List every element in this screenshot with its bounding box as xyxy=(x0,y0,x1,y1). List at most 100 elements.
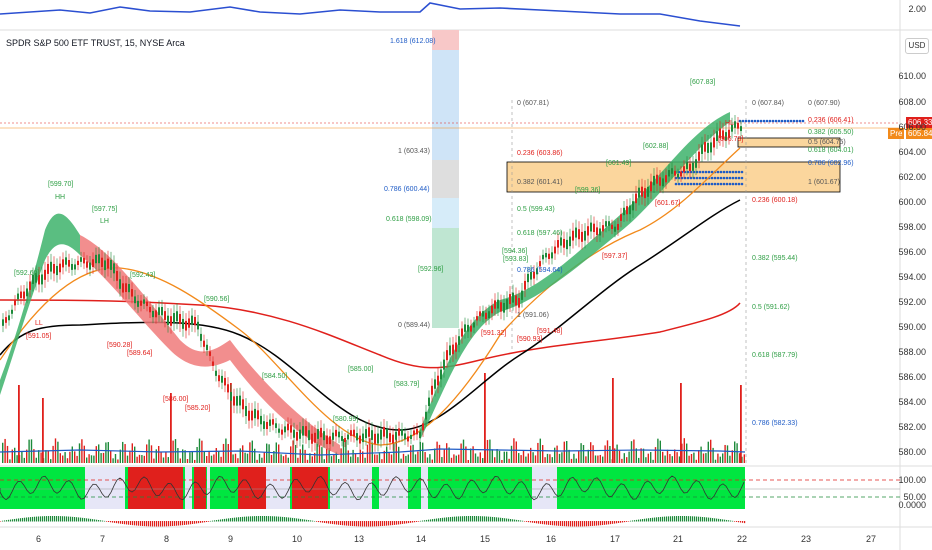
osc-histogram-bar xyxy=(322,521,324,523)
volume-bar xyxy=(273,451,275,463)
volume-ma-line xyxy=(0,448,746,456)
candle-body xyxy=(83,257,85,264)
price-axis-label: 590.00 xyxy=(898,322,926,332)
osc-histogram-bar xyxy=(368,521,370,527)
volume-bar xyxy=(81,439,83,463)
volume-bar xyxy=(323,459,325,463)
fib-label: 0 (589.44) xyxy=(398,322,430,329)
osc-histogram-bar xyxy=(378,521,380,527)
osc-histogram-bar xyxy=(634,520,636,522)
fib-dot xyxy=(771,119,775,123)
volume-bar xyxy=(446,443,448,463)
volume-bar xyxy=(453,454,455,463)
osc-histogram-bar xyxy=(448,517,450,522)
volume-bar xyxy=(158,445,160,463)
osc-histogram-bar xyxy=(32,516,34,522)
candle-body xyxy=(728,129,730,138)
volume-bar xyxy=(71,446,73,463)
volume-bar xyxy=(95,446,97,463)
osc-zone-green xyxy=(210,467,235,509)
osc-histogram-bar xyxy=(180,521,182,526)
osc-histogram-bar xyxy=(372,521,374,527)
top-pane xyxy=(0,0,900,30)
fib-dot xyxy=(725,176,729,180)
volume-bar xyxy=(40,452,42,463)
candle-body xyxy=(119,279,121,289)
osc-histogram-bar xyxy=(724,519,726,522)
candle-body xyxy=(503,302,505,313)
candle-body xyxy=(239,395,241,406)
candle-body xyxy=(578,229,580,240)
volume-bar xyxy=(458,454,460,463)
osc-histogram-bar xyxy=(528,521,530,523)
osc-zone-green xyxy=(408,467,421,509)
osc-histogram-bar xyxy=(108,521,110,522)
volume-bar xyxy=(623,453,625,463)
osc-histogram-bar xyxy=(424,520,426,522)
fib-dot xyxy=(731,182,735,186)
osc-histogram-bar xyxy=(24,517,26,522)
osc-histogram-bar xyxy=(350,521,352,526)
candle-body xyxy=(692,162,694,171)
fib-dot xyxy=(722,176,726,180)
osc-histogram-bar xyxy=(520,520,522,522)
osc-histogram-bar xyxy=(720,519,722,522)
osc-histogram-bar xyxy=(112,521,114,523)
currency-button[interactable]: USD xyxy=(905,38,929,54)
osc-histogram-bar xyxy=(590,521,592,527)
osc-histogram-bar xyxy=(508,518,510,522)
time-axis-label: 13 xyxy=(354,534,365,544)
volume-bar xyxy=(131,443,133,463)
osc-zone-red xyxy=(292,467,328,509)
osc-histogram-bar xyxy=(118,521,120,524)
volume-spike xyxy=(18,385,20,463)
osc-histogram-bar xyxy=(632,520,634,522)
osc-histogram-bar xyxy=(710,517,712,522)
osc-histogram-bar xyxy=(152,521,154,527)
pivot-label: [590.56] xyxy=(204,296,230,303)
fib-dot xyxy=(728,176,732,180)
fib-dot xyxy=(674,176,678,180)
candle-body xyxy=(242,399,244,410)
volume-bar xyxy=(695,459,697,463)
candle-body xyxy=(551,252,553,259)
fib-dot xyxy=(704,170,708,174)
osc-histogram-bar xyxy=(656,517,658,522)
candle-body xyxy=(296,432,298,441)
osc-histogram-bar xyxy=(312,520,314,522)
candle-body xyxy=(347,434,349,440)
fib-label: 0 (607.90) xyxy=(808,100,840,107)
volume-bar xyxy=(654,447,657,463)
osc-histogram-bar xyxy=(684,516,686,522)
volume-bar xyxy=(150,445,153,463)
osc-histogram-bar xyxy=(708,517,710,522)
candle-body xyxy=(374,433,376,444)
volume-bar xyxy=(443,449,445,463)
osc-histogram-bar xyxy=(742,521,744,523)
osc-histogram-bar xyxy=(676,516,678,522)
osc-histogram-bar xyxy=(446,517,448,522)
osc-histogram-bar xyxy=(14,518,16,522)
osc-histogram-bar xyxy=(100,520,102,522)
candle-body xyxy=(26,288,28,297)
osc-histogram-bar xyxy=(640,519,642,522)
volume-bar xyxy=(278,444,280,463)
volume-bar xyxy=(143,455,145,463)
premarket-price-tag: 605.84 xyxy=(906,128,932,139)
osc-histogram-bar xyxy=(474,516,476,522)
volume-bar xyxy=(666,449,669,463)
volume-bar xyxy=(62,455,64,463)
osc-histogram-bar xyxy=(146,521,148,527)
fib-dot xyxy=(722,182,726,186)
candle-body xyxy=(260,415,262,425)
fib-dot xyxy=(801,119,805,123)
osc-histogram-bar xyxy=(458,516,460,522)
time-axis-label: 10 xyxy=(292,534,303,544)
volume-bar xyxy=(11,449,13,463)
volume-bar xyxy=(707,441,709,463)
volume-bar xyxy=(239,448,241,463)
volume-bar xyxy=(16,455,18,463)
candle-body xyxy=(737,122,739,129)
osc-histogram-bar xyxy=(610,521,612,525)
